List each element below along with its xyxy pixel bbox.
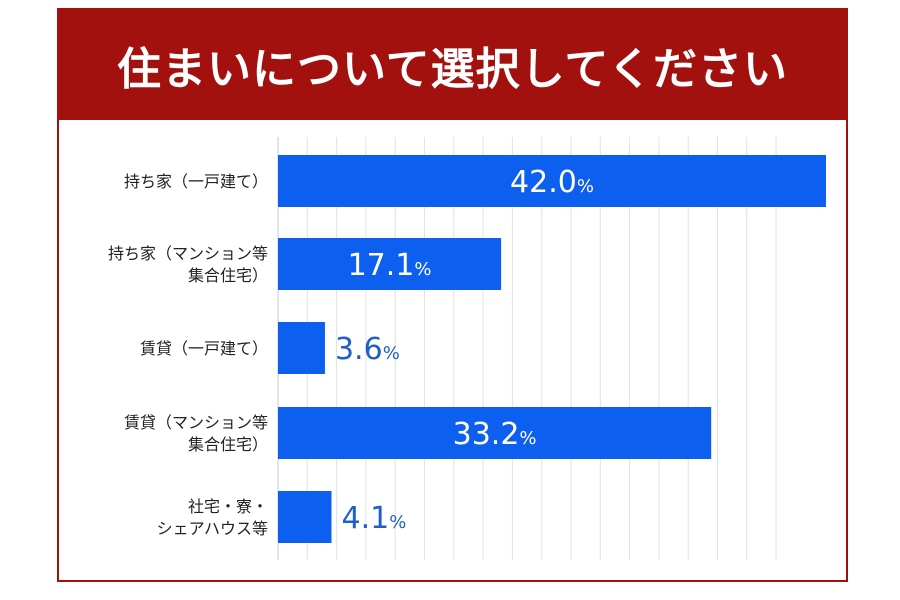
data-label: 33.2% bbox=[453, 417, 537, 452]
category-label: 賃貸（一戸建て） bbox=[140, 339, 268, 358]
data-label: 42.0% bbox=[510, 165, 594, 200]
category-label: 持ち家（一戸建て） bbox=[124, 172, 268, 191]
bar bbox=[278, 155, 826, 207]
chart-frame: 住まいについて選択してください bbox=[57, 8, 848, 582]
category-label: 社宅・寮・ bbox=[188, 497, 268, 516]
bar bbox=[278, 491, 332, 543]
title-banner: 住まいについて選択してください bbox=[59, 10, 846, 120]
data-label: 17.1% bbox=[348, 248, 432, 283]
chart-title: 住まいについて選択してください bbox=[116, 44, 789, 95]
bar bbox=[278, 407, 712, 459]
bar bbox=[278, 322, 325, 374]
data-label: 3.6% bbox=[335, 332, 400, 367]
category-label: シェアハウス等 bbox=[157, 519, 268, 538]
category-label: 集合住宅） bbox=[188, 266, 268, 285]
category-label: 集合住宅） bbox=[188, 435, 268, 454]
bar bbox=[278, 238, 502, 290]
category-label: 賃貸（マンション等 bbox=[124, 413, 268, 432]
category-label: 持ち家（マンション等 bbox=[108, 244, 268, 263]
data-label: 4.1% bbox=[341, 501, 406, 536]
